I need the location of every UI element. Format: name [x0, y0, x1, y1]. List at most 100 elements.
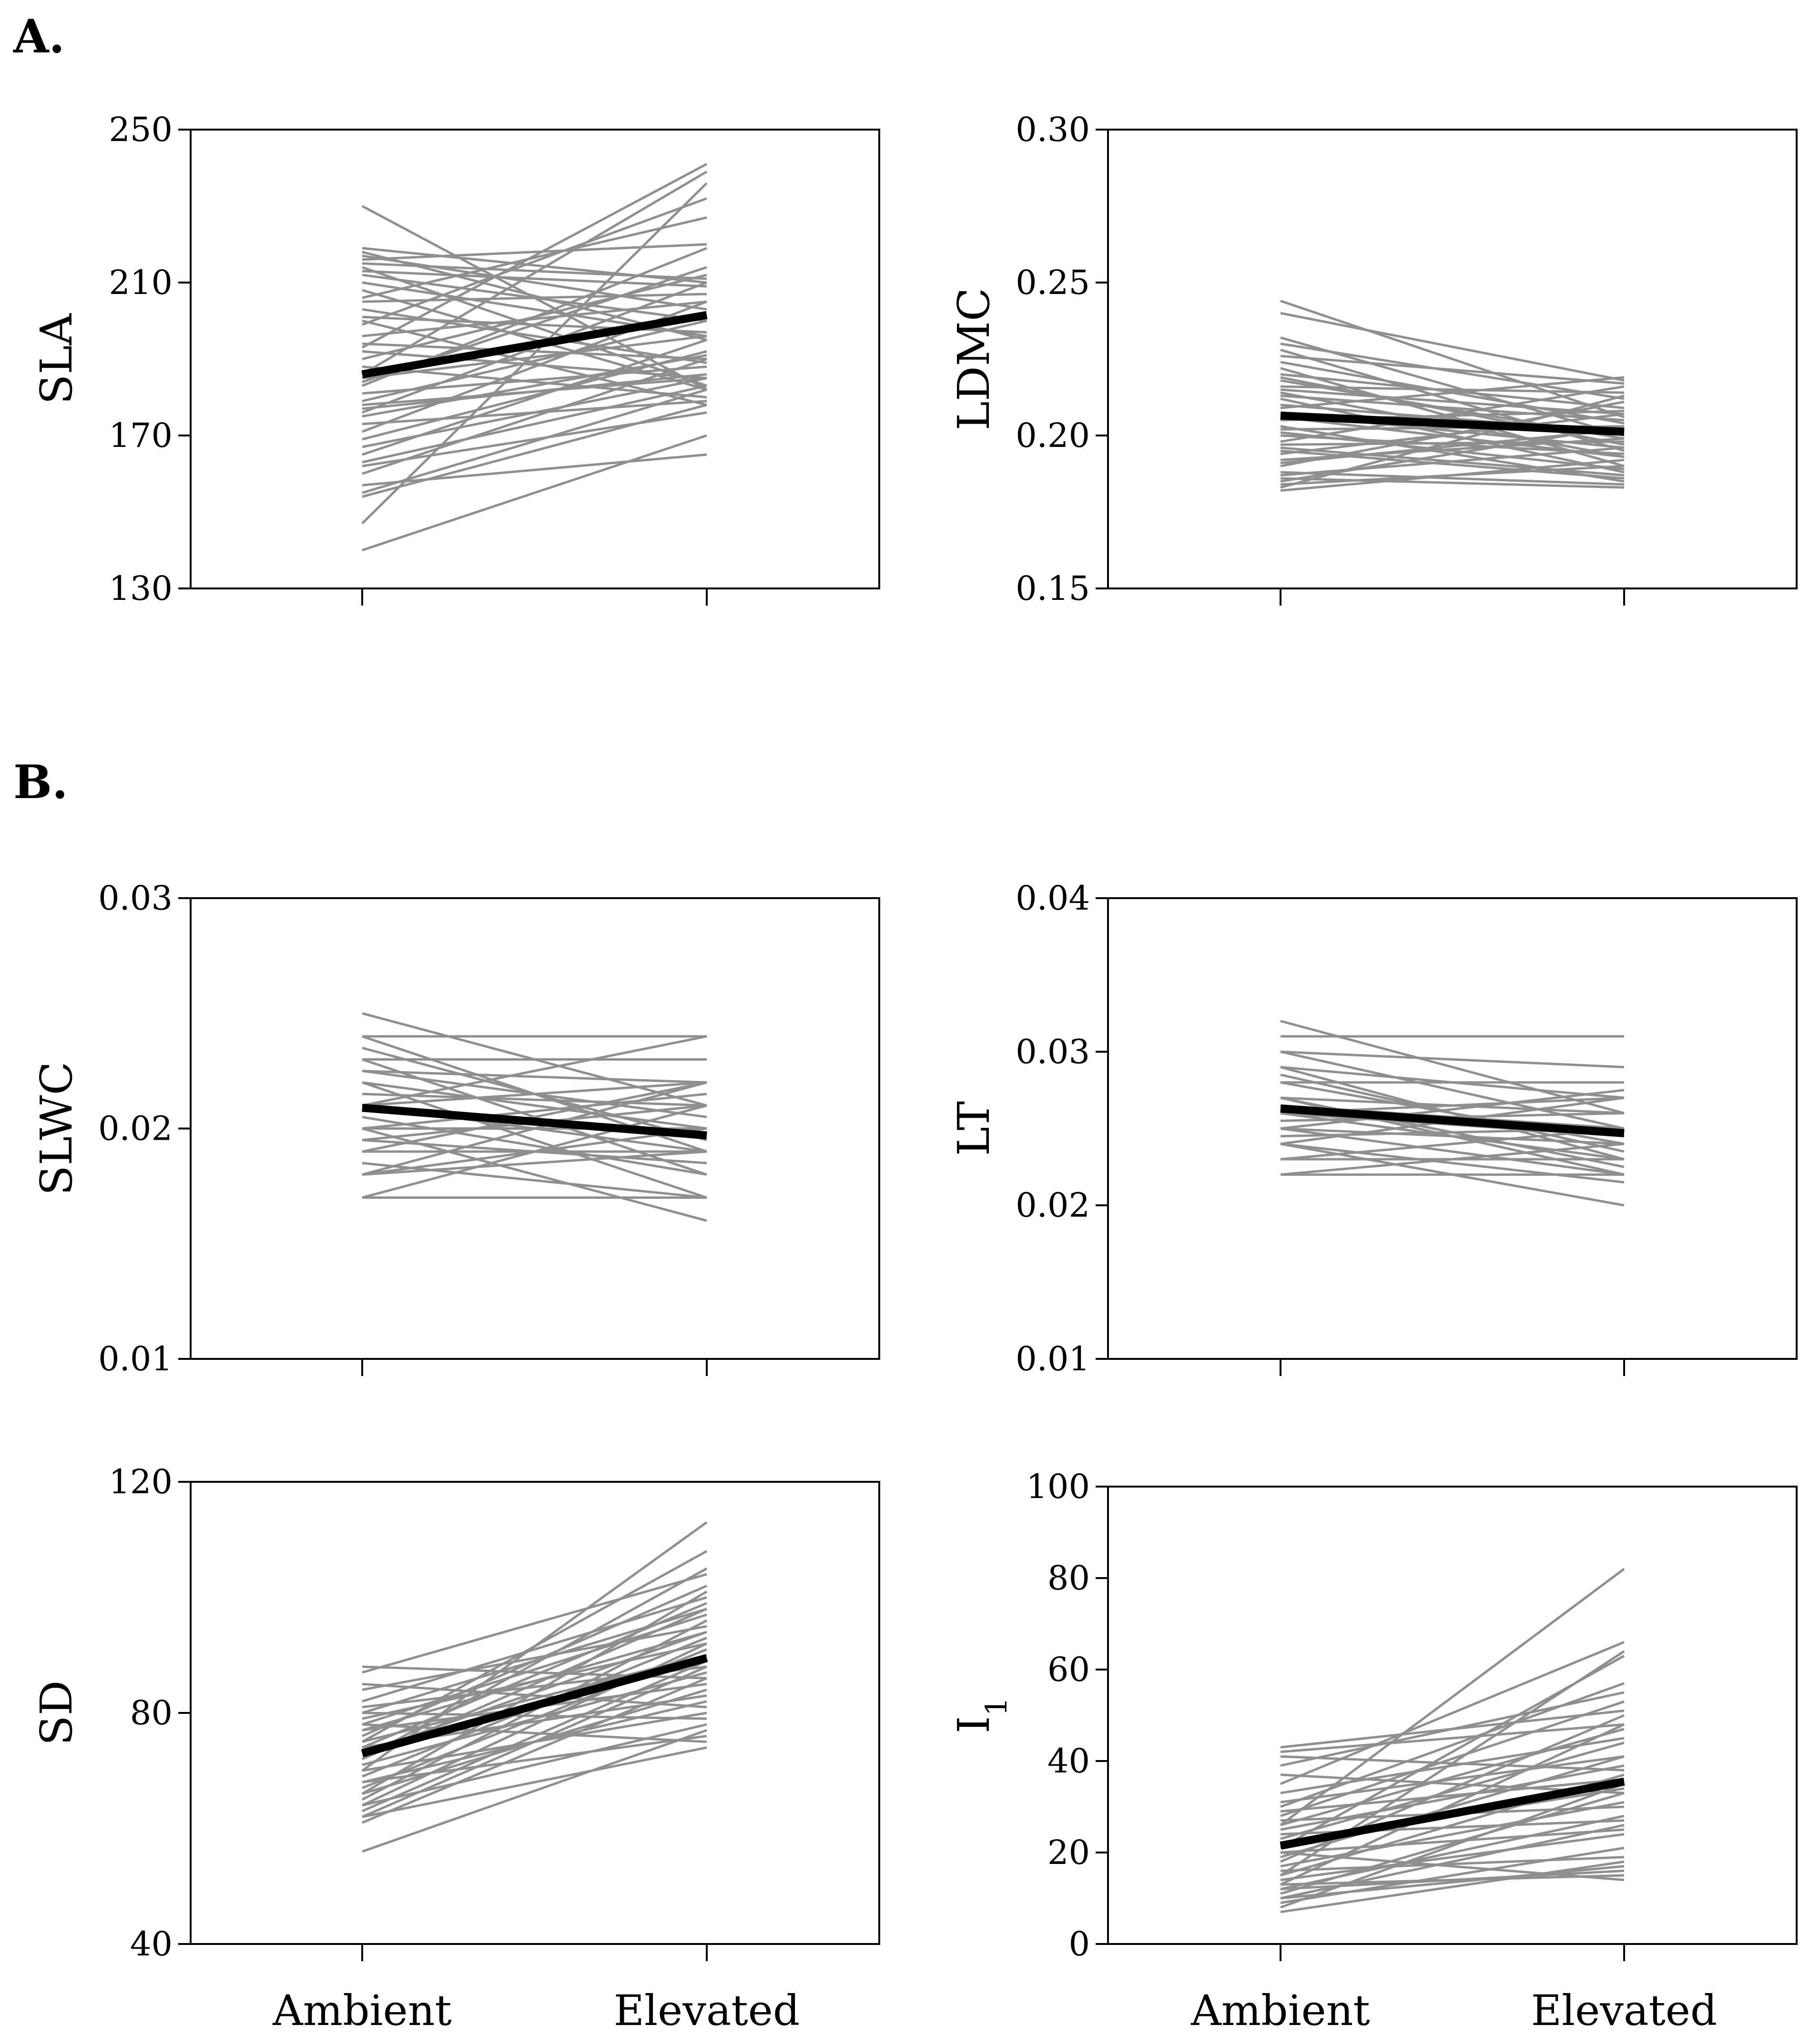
chart-sd: 40 80 120 SD Ambient Elevated — [31, 1462, 880, 2035]
slwc-individual-line-8 — [362, 1093, 707, 1107]
i1-individual-line-17 — [1280, 1828, 1625, 1854]
sla-individual-line-5 — [362, 262, 707, 280]
sla-individual-line-40 — [361, 163, 708, 349]
slwc-individual-line-24 — [362, 1139, 707, 1164]
ldmc-individual-line-8 — [1280, 373, 1625, 409]
i1-individual-line-12 — [1280, 1764, 1625, 1831]
ldmc-ytick-label-2: 0.25 — [1016, 263, 1090, 302]
lt-individual-line-2 — [1280, 1050, 1625, 1069]
sla-individual-line-32 — [362, 385, 707, 464]
ldmc-ytick-label-1: 0.20 — [1016, 416, 1090, 455]
sd-individual-line-28 — [361, 1521, 708, 1772]
lt-plot-frame — [1107, 897, 1798, 1360]
sla-individual-line-31 — [362, 339, 707, 456]
ldmc-individual-line-38 — [1280, 388, 1625, 415]
sla-individual-line-37 — [362, 404, 707, 498]
ldmc-plot-frame — [1107, 129, 1798, 589]
i1-individual-line-35 — [1280, 1851, 1625, 1882]
ldmc-ytick-label-3: 0.30 — [1016, 110, 1090, 149]
i1-xcat-ambient: Ambient — [1190, 1986, 1370, 2035]
slwc-individual-line-26 — [362, 1046, 707, 1142]
sd-individual-line-29 — [361, 1590, 708, 1795]
ldmc-ytick-label-0: 0.15 — [1016, 569, 1090, 608]
sd-ytick-label-1: 80 — [130, 1693, 173, 1732]
lt-individual-line-27 — [1280, 1143, 1625, 1184]
ldmc-individual-line-0 — [1280, 300, 1625, 418]
lt-individual-line-20 — [1280, 1127, 1625, 1161]
ldmc-individual-line-5 — [1280, 354, 1625, 385]
lt-individual-line-3 — [1280, 1050, 1625, 1130]
ldmc-mean-line — [1280, 411, 1625, 436]
sd-ytick-label-0: 40 — [130, 1924, 173, 1964]
lt-individual-line-25 — [1280, 1073, 1625, 1153]
i1-individual-line-7 — [1280, 1755, 1625, 1803]
i1-individual-line-33 — [1280, 1568, 1625, 1826]
lt-ytick-label-2: 0.03 — [1016, 1032, 1090, 1071]
sd-individual-line-35 — [362, 1608, 707, 1714]
ldmc-individual-line-12 — [1280, 395, 1625, 422]
ldmc-individual-line-13 — [1280, 397, 1625, 474]
slwc-ytick-label-0: 0.01 — [98, 1339, 173, 1378]
chart-ldmc: 0.15 0.20 0.25 0.30 LDMC — [948, 110, 1798, 608]
lt-individual-line-14 — [1280, 1127, 1625, 1145]
chart-i1: 0 20 40 60 80 100 I1 Ambient Elevated — [948, 1467, 1798, 2035]
i1-ytick-label-2: 40 — [1047, 1741, 1090, 1781]
ldmc-individual-line-36 — [1280, 431, 1625, 471]
slwc-individual-line-19 — [362, 1150, 707, 1176]
ldmc-individual-line-15 — [1280, 376, 1625, 409]
ldmc-individual-line-27 — [1280, 471, 1625, 486]
i1-ylabel: I1 — [948, 1697, 1014, 1733]
sla-individual-line-16 — [362, 300, 707, 337]
i1-individual-line-1 — [1280, 1723, 1625, 1753]
sla-individual-line-35 — [362, 453, 707, 486]
chart-slwc: 0.01 0.02 0.03 SLWC — [31, 879, 880, 1378]
i1-individual-line-5 — [1280, 1641, 1625, 1785]
i1-ytick-label-0: 0 — [1068, 1924, 1090, 1964]
sla-individual-line-15 — [362, 197, 707, 326]
sd-individual-line-4 — [362, 1596, 707, 1703]
slwc-ytick-label-1: 0.02 — [98, 1109, 173, 1148]
sla-individual-line-29 — [362, 350, 707, 441]
lt-mean-line — [1280, 1104, 1625, 1137]
i1-individual-line-8 — [1280, 1778, 1625, 1813]
sla-ytick-label-1: 170 — [109, 416, 173, 455]
sla-individual-line-4 — [362, 243, 707, 261]
lt-individual-line-22 — [1280, 1143, 1625, 1176]
ldmc-individual-line-35 — [1280, 446, 1625, 476]
ldmc-individual-line-34 — [1280, 428, 1625, 465]
sd-individual-line-1 — [362, 1573, 707, 1674]
slwc-individual-line-5 — [362, 1070, 707, 1084]
sd-plot-frame — [190, 1481, 880, 1945]
sla-mean-line — [361, 311, 708, 378]
ldmc-individual-line-26 — [1280, 400, 1625, 467]
slwc-individual-line-27 — [362, 1093, 707, 1130]
slwc-individual-line-17 — [362, 1162, 707, 1199]
slwc-individual-line-16 — [362, 1081, 707, 1153]
sd-individual-line-36 — [362, 1665, 707, 1818]
i1-ytick-label-3: 60 — [1047, 1650, 1090, 1689]
sd-mean-line — [361, 1654, 708, 1758]
i1-individual-line-11 — [1280, 1728, 1625, 1826]
sd-individual-line-37 — [362, 1630, 707, 1731]
sd-individual-line-23 — [362, 1660, 707, 1812]
ldmc-individual-line-32 — [1280, 458, 1625, 492]
sla-individual-line-17 — [362, 342, 707, 360]
sd-individual-line-26 — [362, 1729, 707, 1853]
i1-individual-line-28 — [1280, 1792, 1625, 1895]
sd-individual-line-33 — [361, 1567, 708, 1761]
i1-individual-line-20 — [1280, 1801, 1625, 1868]
sd-xcat-elevated: Elevated — [614, 1986, 800, 2035]
i1-individual-line-14 — [1280, 1741, 1625, 1840]
i1-ytick-label-1: 20 — [1047, 1833, 1090, 1872]
i1-individual-line-21 — [1280, 1856, 1625, 1872]
sla-individual-line-9 — [362, 281, 707, 337]
i1-individual-line-9 — [1280, 1700, 1625, 1817]
i1-plot-frame — [1107, 1486, 1798, 1945]
lt-ytick-label-0: 0.01 — [1016, 1339, 1090, 1378]
sla-individual-line-11 — [362, 216, 707, 299]
sd-ytick-label-2: 120 — [109, 1462, 173, 1501]
i1-individual-line-31 — [1280, 1782, 1625, 1909]
panel-label-a: A. — [13, 10, 65, 63]
sla-individual-line-42 — [362, 377, 707, 406]
